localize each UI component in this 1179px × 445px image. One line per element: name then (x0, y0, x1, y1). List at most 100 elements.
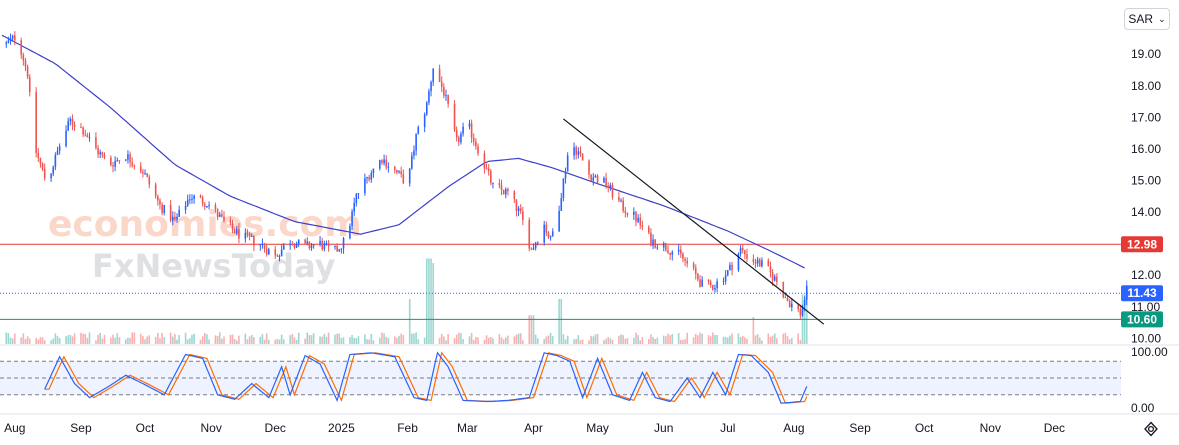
volume-bar (35, 337, 37, 344)
volume-bar (603, 340, 605, 344)
candle-body (131, 162, 134, 166)
volume-bar (97, 334, 99, 344)
candle-body (246, 232, 249, 234)
volume-bar (423, 337, 426, 344)
candle (579, 146, 582, 157)
volume-bar (65, 336, 67, 344)
candle-body (186, 199, 189, 206)
volume-bar (637, 335, 639, 344)
candle (263, 242, 266, 253)
candle (80, 123, 82, 129)
candle (265, 243, 268, 257)
candle-body (276, 255, 279, 257)
volume-bar (54, 333, 57, 344)
candle (528, 217, 531, 252)
time-tick-label: Feb (397, 421, 418, 435)
candlesticks (5, 31, 808, 320)
volume-bar (500, 337, 503, 344)
candle (144, 169, 146, 175)
candle-body (684, 258, 686, 261)
candle (186, 194, 189, 207)
volume-bar (411, 333, 413, 344)
candle-body (714, 288, 716, 290)
volume-bar (319, 336, 321, 344)
volume-bar (652, 337, 654, 344)
candle-body (536, 242, 539, 244)
volume-bar (67, 335, 69, 344)
time-tick-label: Oct (136, 421, 155, 435)
volume-bar (304, 338, 306, 344)
candle (199, 194, 202, 199)
candle-body (114, 160, 116, 167)
volume-bar (393, 336, 396, 344)
candle (280, 244, 283, 257)
candle-body (321, 240, 323, 250)
candle-body (261, 244, 264, 246)
candle-body (22, 54, 25, 61)
candle (492, 182, 494, 189)
candle (193, 194, 195, 204)
candle (39, 157, 42, 168)
volume-bar (543, 338, 545, 344)
volume-bar (507, 335, 509, 344)
candle-body (729, 264, 731, 271)
candle-body (786, 297, 789, 302)
candle-body (432, 68, 434, 82)
volume-bar (355, 338, 358, 344)
candle-body (694, 267, 697, 274)
volume-bar (118, 337, 121, 344)
candle (323, 240, 326, 252)
candle-body (174, 216, 176, 220)
time-axis[interactable]: Aug Sep Oct Nov Dec 2025 Feb Mar Apr May Jun Jul Aug… (4, 421, 1065, 435)
trendline[interactable] (563, 118, 825, 325)
price-tick-label: 14.00 (1131, 205, 1161, 219)
candle (408, 167, 411, 187)
candle-body (103, 154, 106, 158)
candle-body (682, 253, 684, 259)
candle (189, 194, 191, 205)
candle-body (701, 279, 703, 287)
candle (490, 168, 492, 186)
stochastic-panel: 100.00 0.00 (0, 345, 1168, 415)
volume-bar (56, 335, 59, 344)
candle-body (543, 224, 545, 243)
price-axis[interactable]: 12.98 11.43 10.60 19.00 18.00 17.00 16.00 15.00… (1121, 47, 1163, 345)
candle (103, 152, 106, 160)
candle-body (206, 206, 208, 208)
volume-bar (669, 335, 671, 344)
candle-body (176, 216, 178, 220)
currency-selector[interactable]: SAR ⌄ (1124, 8, 1170, 30)
price-level-tag (1121, 285, 1163, 302)
candle (99, 149, 101, 159)
candle-body (415, 133, 417, 151)
volume-bar (746, 338, 748, 344)
candle-body (400, 171, 402, 174)
volume-bar (259, 336, 262, 344)
volume-bar (575, 338, 578, 344)
candle-body (293, 244, 296, 248)
candle (475, 138, 477, 150)
candle (517, 205, 520, 217)
volume-bar (308, 335, 311, 344)
candle-body (547, 232, 550, 238)
price-tick-label: 11.00 (1131, 300, 1160, 314)
candle-body (769, 266, 772, 273)
candle (208, 201, 210, 210)
candle-body (633, 211, 635, 215)
volume-bar (699, 332, 701, 344)
candle (229, 216, 232, 226)
candle (549, 235, 552, 241)
candle-body (530, 248, 533, 250)
candle-body (671, 251, 674, 255)
chart-settings-button[interactable] (1140, 418, 1162, 440)
volume-bar (536, 338, 539, 344)
volume-bar (157, 332, 159, 344)
volume-bar (321, 336, 323, 344)
candle-body (351, 211, 353, 226)
volume-bar (788, 339, 791, 344)
candle (699, 275, 701, 288)
volume-bar (573, 339, 575, 344)
candle (500, 179, 503, 196)
candle (84, 129, 87, 137)
